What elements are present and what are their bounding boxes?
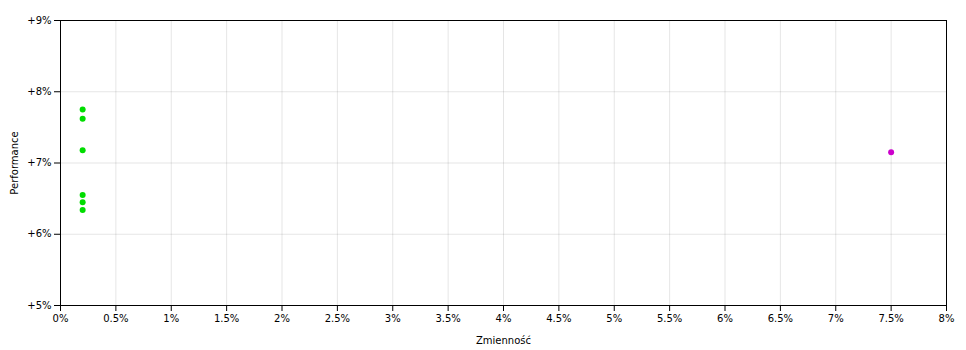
svg-text:+9%: +9%: [27, 15, 51, 26]
svg-text:1.5%: 1.5%: [214, 313, 239, 324]
svg-text:1%: 1%: [163, 313, 179, 324]
svg-text:+8%: +8%: [27, 86, 51, 97]
svg-text:0.5%: 0.5%: [103, 313, 128, 324]
svg-text:Performance: Performance: [9, 131, 20, 194]
svg-text:+5%: +5%: [27, 300, 51, 311]
svg-text:2.5%: 2.5%: [325, 313, 350, 324]
svg-text:3%: 3%: [385, 313, 401, 324]
svg-text:7%: 7%: [828, 313, 844, 324]
svg-text:Zmienność: Zmienność: [476, 335, 531, 346]
svg-text:+7%: +7%: [27, 157, 51, 168]
svg-text:+6%: +6%: [27, 228, 51, 239]
svg-text:7.5%: 7.5%: [878, 313, 903, 324]
svg-text:6%: 6%: [717, 313, 733, 324]
svg-text:2%: 2%: [274, 313, 290, 324]
svg-text:5%: 5%: [606, 313, 622, 324]
svg-text:4.5%: 4.5%: [546, 313, 571, 324]
svg-text:8%: 8%: [939, 313, 955, 324]
svg-text:0%: 0%: [53, 313, 69, 324]
svg-text:4%: 4%: [496, 313, 512, 324]
svg-text:5.5%: 5.5%: [657, 313, 682, 324]
svg-text:3.5%: 3.5%: [435, 313, 460, 324]
svg-text:6.5%: 6.5%: [768, 313, 793, 324]
